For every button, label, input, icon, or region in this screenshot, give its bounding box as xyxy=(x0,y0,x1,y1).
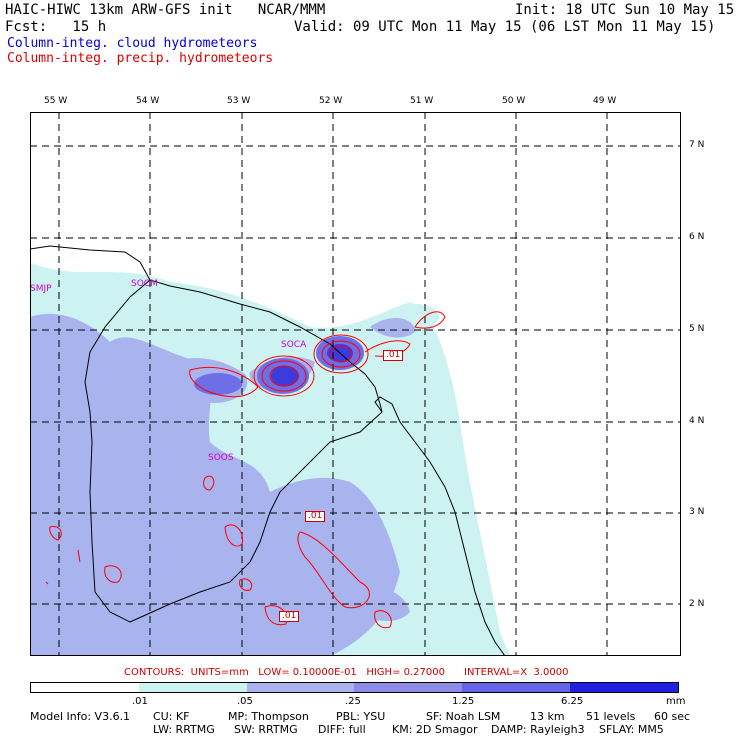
lon-label: 50 W xyxy=(502,96,526,106)
lat-label: 3 N xyxy=(689,507,705,517)
site-label-soos: SOOS xyxy=(208,453,234,463)
surface-layer-option: SFLAY: MM5 xyxy=(599,723,664,736)
lon-label: 53 W xyxy=(227,96,251,106)
shortwave-scheme: SW: RRTMG xyxy=(234,723,298,736)
time-step: 60 sec xyxy=(654,710,691,723)
site-label-socm: SOCM xyxy=(131,279,158,289)
model-info: Model Info: V3.6.1 xyxy=(30,710,131,723)
colorbar-segment xyxy=(462,683,571,692)
contour-label: .01 xyxy=(279,611,300,622)
valid-time: Valid: 09 UTC Mon 11 May 15 (06 LST Mon … xyxy=(294,19,716,35)
colorbar-label: 1.25 xyxy=(452,696,475,707)
surface-scheme: SF: Noah LSM xyxy=(426,710,501,723)
colorbar-label: .05 xyxy=(237,696,253,707)
lon-label: 52 W xyxy=(319,96,343,106)
contour-label: .01 xyxy=(305,511,326,522)
contours-info: CONTOURS: UNITS=mm LOW= 0.10000E-01 HIGH… xyxy=(124,667,569,678)
legend-cloud-hydrometeors: Column-integ. cloud hydrometeors xyxy=(7,36,258,51)
colorbar-segment xyxy=(570,683,678,692)
km-option: KM: 2D Smagor xyxy=(392,723,478,736)
colorbar-segment xyxy=(354,683,463,692)
lat-label: 5 N xyxy=(689,324,705,334)
longwave-scheme: LW: RRTMG xyxy=(153,723,215,736)
colorbar-label: mm xyxy=(666,696,686,707)
pbl-scheme: PBL: YSU xyxy=(336,710,386,723)
microphysics-scheme: MP: Thompson xyxy=(228,710,309,723)
forecast-hour: Fcst: 15 h xyxy=(5,19,107,35)
colorbar-segment xyxy=(138,683,247,692)
cumulus-scheme: CU: KF xyxy=(153,710,190,723)
init-time: Init: 18 UTC Sun 10 May 15 xyxy=(515,2,735,18)
colorbar-label: .25 xyxy=(345,696,361,707)
colorbar-segment xyxy=(246,683,355,692)
lat-label: 6 N xyxy=(689,232,705,242)
lon-label: 55 W xyxy=(44,96,68,106)
damping-option: DAMP: Rayleigh3 xyxy=(491,723,585,736)
contour-label: .01 xyxy=(383,350,404,361)
legend-precip-hydrometeors: Column-integ. precip. hydrometeors xyxy=(7,51,274,66)
colorbar xyxy=(30,682,679,693)
graticule xyxy=(30,112,681,656)
colorbar-segment xyxy=(31,683,139,692)
diffusion-option: DIFF: full xyxy=(318,723,366,736)
colorbar-label: .01 xyxy=(132,696,148,707)
colorbar-label: 6.25 xyxy=(561,696,584,707)
lon-label: 51 W xyxy=(410,96,434,106)
lat-label: 4 N xyxy=(689,416,705,426)
model-title: HAIC-HIWC 13km ARW-GFS init NCAR/MMM xyxy=(5,2,326,18)
site-label-soca: SOCA xyxy=(281,340,307,350)
grid-resolution: 13 km xyxy=(530,710,565,723)
coastline xyxy=(30,245,506,656)
precip-contours xyxy=(45,311,446,629)
vertical-levels: 51 levels xyxy=(586,710,636,723)
map-panel xyxy=(30,112,681,656)
lat-label: 7 N xyxy=(689,140,705,150)
lat-label: 2 N xyxy=(689,599,705,609)
site-label-smjp: SMJP xyxy=(30,284,52,294)
lon-label: 49 W xyxy=(593,96,617,106)
lon-label: 54 W xyxy=(136,96,160,106)
